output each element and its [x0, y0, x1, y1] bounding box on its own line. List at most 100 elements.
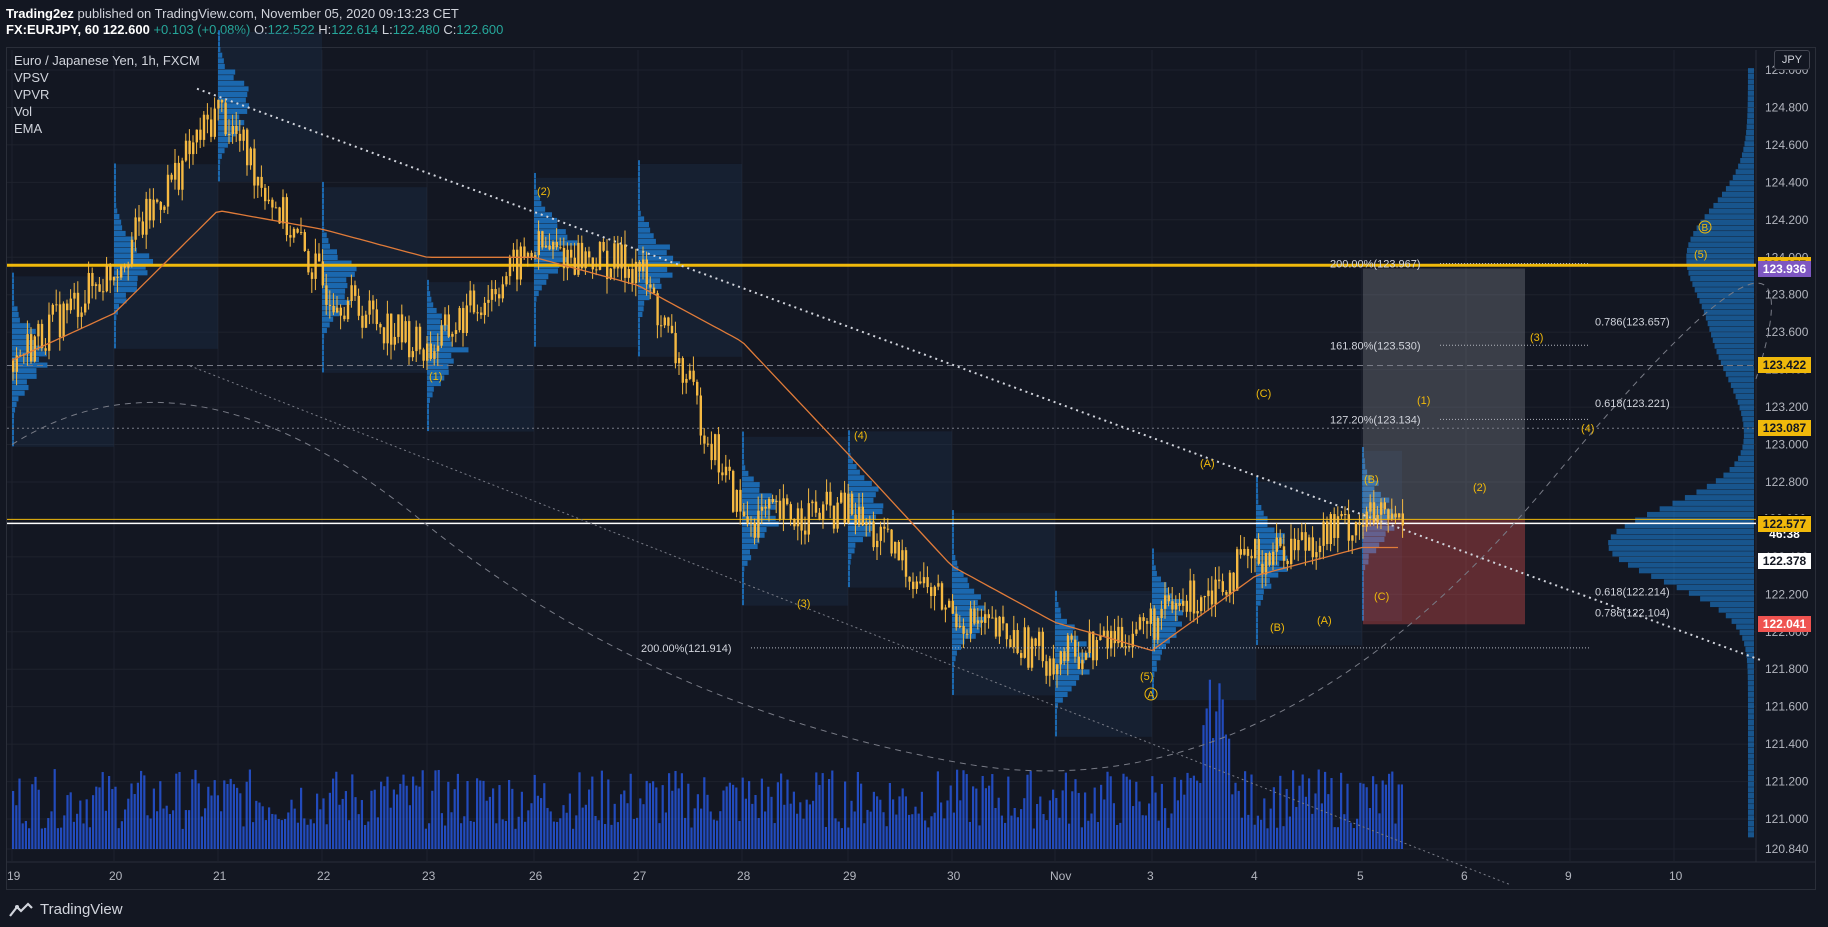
profile-bar: [1256, 476, 1258, 483]
legend-ema[interactable]: EMA: [14, 121, 43, 136]
volume-bar: [210, 795, 213, 849]
chart-header: Trading2ez published on TradingView.com,…: [0, 0, 1828, 42]
volume-bar: [885, 826, 888, 849]
profile-bar: [218, 69, 236, 75]
candle-body: [908, 576, 911, 582]
volume-bar: [1135, 781, 1138, 849]
volume-bar: [898, 796, 901, 849]
volume-bar: [1064, 772, 1067, 849]
candle-body: [426, 343, 429, 361]
volume-bar: [815, 772, 818, 849]
legend-title[interactable]: Euro / Japanese Yen, 1h, FXCM: [14, 53, 200, 68]
candle-body: [836, 502, 839, 529]
candle-body: [480, 312, 483, 316]
volume-bar: [1279, 775, 1282, 849]
candle-body: [116, 276, 119, 278]
candle-body: [318, 253, 321, 262]
volume-bar: [1333, 827, 1336, 849]
candle-body: [1016, 630, 1019, 654]
fib-label: 0.618(123.221): [1595, 398, 1670, 410]
profile-bar: [12, 368, 37, 374]
price-axis-label: 123.200: [1765, 400, 1809, 414]
volume-bar: [824, 826, 827, 849]
candle-body: [696, 381, 699, 396]
volume-bar: [376, 817, 379, 849]
candle-body: [1304, 532, 1307, 551]
vpvr-bar: [1718, 607, 1754, 613]
volume-bar: [1068, 823, 1071, 849]
volume-bar: [812, 800, 815, 849]
profile-bar: [952, 577, 968, 583]
candle-body: [404, 321, 407, 343]
legend-vpvr[interactable]: VPVR: [14, 87, 50, 102]
profile-bar: [1362, 446, 1364, 453]
vpvr-bar: [1723, 472, 1754, 478]
volume-bar: [117, 828, 120, 849]
volume-bar: [24, 820, 27, 849]
volume-bar: [1231, 794, 1234, 849]
vpvr-bar: [1748, 759, 1754, 765]
publisher-name[interactable]: Trading2ez: [6, 6, 74, 21]
profile-bar: [322, 215, 324, 221]
volume-bar: [1221, 699, 1224, 849]
profile-bar: [742, 577, 744, 583]
volume-bar: [434, 770, 437, 849]
volume-bar: [895, 814, 898, 849]
candle-body: [627, 269, 630, 278]
vpvr-bar: [1693, 231, 1754, 237]
volume-bar: [456, 773, 459, 849]
candle-body: [940, 583, 944, 610]
profile-bar: [952, 538, 954, 544]
vpvr-bar: [1743, 146, 1754, 152]
currency-button[interactable]: JPY: [1774, 50, 1810, 70]
chart-pane[interactable]: [6, 47, 1816, 890]
profile-bar: [427, 364, 449, 370]
vpvr-bar: [1743, 433, 1754, 439]
profile-bar: [12, 424, 14, 430]
candle-body: [1189, 580, 1192, 612]
candle-body: [710, 443, 713, 461]
legend-vpsv[interactable]: VPSV: [14, 70, 49, 85]
profile-bar: [322, 254, 338, 261]
profile-bar: [322, 238, 329, 244]
profile-bar: [1256, 617, 1258, 623]
volume-bar: [610, 824, 613, 849]
profile-bar: [742, 571, 744, 578]
profile-bar: [12, 334, 30, 340]
volume-bar: [536, 795, 539, 849]
candle-body: [1102, 630, 1106, 636]
volume-bar: [1080, 827, 1083, 849]
volume-bar: [389, 807, 392, 849]
tradingview-logo-icon: [9, 901, 33, 917]
profile-bar: [848, 497, 874, 503]
candle-body: [602, 241, 605, 251]
volume-bar: [303, 818, 306, 849]
vpvr-bar: [1742, 416, 1754, 422]
volume-bar: [1138, 801, 1141, 849]
profile-bar: [114, 208, 118, 214]
candle-body: [721, 472, 724, 476]
candle-body: [1203, 596, 1206, 598]
candle-body: [1142, 617, 1145, 622]
volume-bar: [1234, 782, 1237, 849]
volume-bar: [1336, 827, 1339, 849]
profile-bar: [638, 306, 644, 312]
volume-bar: [540, 798, 543, 849]
profile-bar: [12, 317, 20, 323]
candle-body: [199, 129, 202, 140]
volume-bar: [252, 822, 255, 849]
profile-bar: [322, 277, 347, 283]
candle-body: [1020, 653, 1023, 658]
candle-body: [580, 242, 584, 269]
candle-body: [1239, 549, 1242, 555]
volume-bar: [735, 787, 738, 849]
volume-bar: [1240, 817, 1243, 849]
vpvr-bar: [1745, 135, 1754, 141]
legend-vol[interactable]: Vol: [14, 104, 33, 119]
symbol-label[interactable]: FX:EURJPY, 60: [6, 22, 100, 37]
volume-bar: [1141, 815, 1144, 849]
wave-label: (5): [1694, 249, 1707, 261]
candle-body: [1160, 608, 1163, 619]
tradingview-logo[interactable]: TradingView: [8, 901, 123, 918]
